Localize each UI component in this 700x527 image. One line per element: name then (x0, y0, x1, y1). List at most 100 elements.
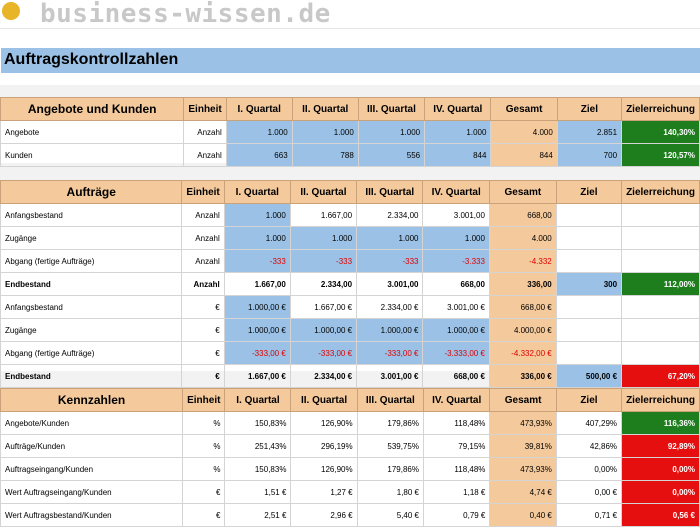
cell-q1[interactable]: 1.667,00 € (223, 364, 291, 388)
cell-q2[interactable]: -333 (289, 249, 358, 273)
cell-ziel[interactable] (555, 226, 623, 250)
col-header-q3[interactable]: III. Quartal (357, 97, 426, 121)
col-header-q2[interactable]: II. Quartal (290, 388, 358, 412)
cell-q2[interactable]: 788 (291, 143, 359, 167)
cell-unit[interactable]: % (182, 434, 226, 458)
cell-unit[interactable]: % (182, 457, 226, 481)
col-header-zielerreichung[interactable]: Zielerreichung (621, 388, 700, 412)
cell-q2[interactable]: 126,90% (290, 457, 358, 481)
cell-q1[interactable]: 1.000 (225, 120, 293, 144)
cell-label[interactable]: Zugänge (0, 318, 183, 342)
cell-q1[interactable]: 251,43% (224, 434, 292, 458)
cell-q2[interactable]: 1.667,00 (289, 203, 358, 227)
col-header-einheit[interactable]: Einheit (182, 388, 226, 412)
cell-zr[interactable] (621, 249, 700, 273)
cell-q1[interactable]: 1,51 € (224, 480, 292, 504)
col-header-q4[interactable]: IV. Quartal (422, 180, 490, 204)
cell-unit[interactable]: € (182, 480, 226, 504)
cell-ziel[interactable]: 300 (555, 272, 623, 296)
cell-q1[interactable]: 1.667,00 (223, 272, 291, 296)
cell-label[interactable]: Kunden (0, 143, 185, 167)
cell-q3[interactable]: -333,00 € (356, 341, 424, 365)
section-title[interactable]: Kennzahlen (0, 388, 184, 412)
cell-q4[interactable]: 668,00 (422, 272, 490, 296)
cell-q1[interactable]: 663 (225, 143, 293, 167)
cell-ziel[interactable]: 500,00 € (555, 364, 623, 388)
col-header-gesamt[interactable]: Gesamt (490, 97, 558, 121)
cell-label[interactable]: Angebote/Kunden (0, 411, 184, 435)
cell-q2[interactable]: -333,00 € (289, 341, 358, 365)
cell-q1[interactable]: 1.000 (223, 203, 291, 227)
cell-q3[interactable]: 179,86% (356, 457, 425, 481)
cell-q3[interactable]: 2.334,00 € (356, 295, 424, 319)
col-header-einheit[interactable]: Einheit (183, 97, 227, 121)
cell-q4[interactable]: 1.000 (422, 226, 490, 250)
cell-q2[interactable]: 1.000 (289, 226, 358, 250)
cell-zr[interactable] (621, 203, 700, 227)
cell-label[interactable]: Wert Auftragseingang/Kunden (0, 480, 184, 504)
cell-ziel[interactable]: 700 (556, 143, 623, 167)
cell-gesamt[interactable]: 0,40 € (489, 503, 557, 527)
col-header-q3[interactable]: III. Quartal (356, 180, 424, 204)
cell-q2[interactable]: 2.334,00 € (289, 364, 358, 388)
cell-unit[interactable]: % (182, 411, 226, 435)
cell-ziel[interactable]: 2.851 (556, 120, 623, 144)
cell-label[interactable]: Angebote (0, 120, 185, 144)
cell-gesamt[interactable]: 4,74 € (489, 480, 557, 504)
cell-q3[interactable]: 1.000,00 € (356, 318, 424, 342)
cell-q3[interactable]: 3.001,00 (356, 272, 424, 296)
cell-q1[interactable]: 1.000 (223, 226, 291, 250)
cell-zr[interactable]: 116,36% (621, 411, 700, 435)
cell-label[interactable]: Auftragseingang/Kunden (0, 457, 184, 481)
cell-q3[interactable]: 1.000 (356, 226, 424, 250)
cell-q1[interactable]: -333,00 € (223, 341, 291, 365)
col-header-gesamt[interactable]: Gesamt (488, 180, 557, 204)
cell-q3[interactable]: 179,86% (356, 411, 425, 435)
cell-zr[interactable] (621, 295, 700, 319)
cell-q4[interactable]: 3.001,00 € (422, 295, 490, 319)
cell-zr[interactable]: 0,56 € (621, 503, 700, 527)
cell-gesamt[interactable]: 4.000 (490, 120, 558, 144)
cell-q3[interactable]: -333 (356, 249, 424, 273)
cell-q4[interactable]: -3.333 (422, 249, 490, 273)
cell-q2[interactable]: 2.334,00 (289, 272, 358, 296)
cell-q2[interactable]: 1.000 (291, 120, 359, 144)
cell-ziel[interactable]: 0,00 € (555, 480, 623, 504)
cell-label[interactable]: Wert Auftragsbestand/Kunden (0, 503, 184, 527)
cell-gesamt[interactable]: 4.000,00 € (488, 318, 557, 342)
cell-label[interactable]: Endbestand (0, 364, 183, 388)
col-header-gesamt[interactable]: Gesamt (489, 388, 557, 412)
cell-label[interactable]: Zugänge (0, 226, 183, 250)
cell-label[interactable]: Anfangsbestand (0, 295, 183, 319)
cell-q1[interactable]: 150,83% (224, 457, 292, 481)
cell-ziel[interactable] (555, 203, 623, 227)
cell-q4[interactable]: 3.001,00 (422, 203, 490, 227)
col-header-q2[interactable]: II. Quartal (291, 97, 359, 121)
cell-q2[interactable]: 126,90% (290, 411, 358, 435)
col-header-q4[interactable]: IV. Quartal (424, 97, 492, 121)
col-header-q3[interactable]: III. Quartal (356, 388, 425, 412)
cell-ziel[interactable]: 0,71 € (555, 503, 623, 527)
col-header-einheit[interactable]: Einheit (181, 180, 225, 204)
cell-gesamt[interactable]: 39,81% (489, 434, 557, 458)
cell-zr[interactable]: 0,00% (621, 457, 700, 481)
cell-q4[interactable]: 0,79 € (422, 503, 491, 527)
cell-q3[interactable]: 539,75% (356, 434, 425, 458)
cell-unit[interactable]: Anzahl (181, 272, 225, 296)
cell-gesamt[interactable]: 844 (490, 143, 558, 167)
col-header-q1[interactable]: I. Quartal (223, 180, 291, 204)
cell-zr[interactable] (621, 226, 700, 250)
col-header-q2[interactable]: II. Quartal (289, 180, 358, 204)
cell-zr[interactable]: 140,30% (621, 120, 700, 144)
cell-q4[interactable]: 844 (424, 143, 492, 167)
col-header-q1[interactable]: I. Quartal (224, 388, 292, 412)
cell-unit[interactable]: € (182, 503, 226, 527)
cell-q4[interactable]: 668,00 € (422, 364, 490, 388)
cell-q1[interactable]: 1.000,00 € (223, 295, 291, 319)
cell-label[interactable]: Anfangsbestand (0, 203, 183, 227)
cell-zr[interactable]: 0,00% (621, 480, 700, 504)
cell-label[interactable]: Abgang (fertige Aufträge) (0, 249, 183, 273)
cell-gesamt[interactable]: -4.332,00 € (488, 341, 557, 365)
cell-ziel[interactable]: 407,29% (555, 411, 623, 435)
col-header-zielerreichung[interactable]: Zielerreichung (621, 180, 700, 204)
